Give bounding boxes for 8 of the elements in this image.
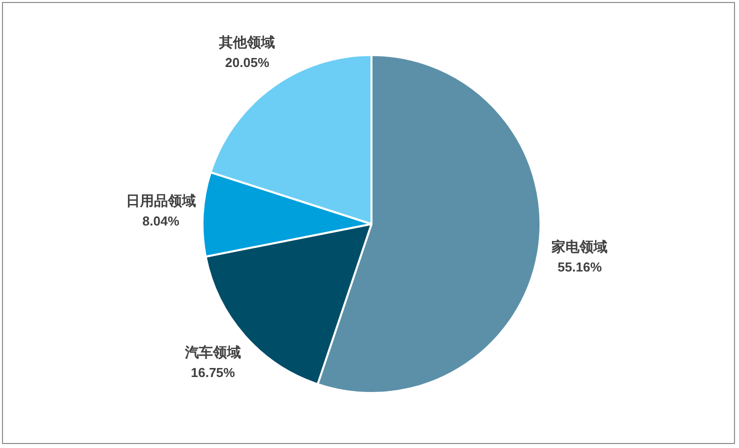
data-label: 55.16% [558,260,602,275]
slice-label: 汽车领域 [184,344,241,361]
slice-label: 日用品领域 [126,193,196,210]
data-label: 20.05% [225,55,270,70]
data-label: 16.75% [190,364,236,380]
slice-label: 其他领域 [218,35,276,52]
slice-label: 家电领域 [550,238,608,256]
data-label: 8.04% [142,213,180,228]
